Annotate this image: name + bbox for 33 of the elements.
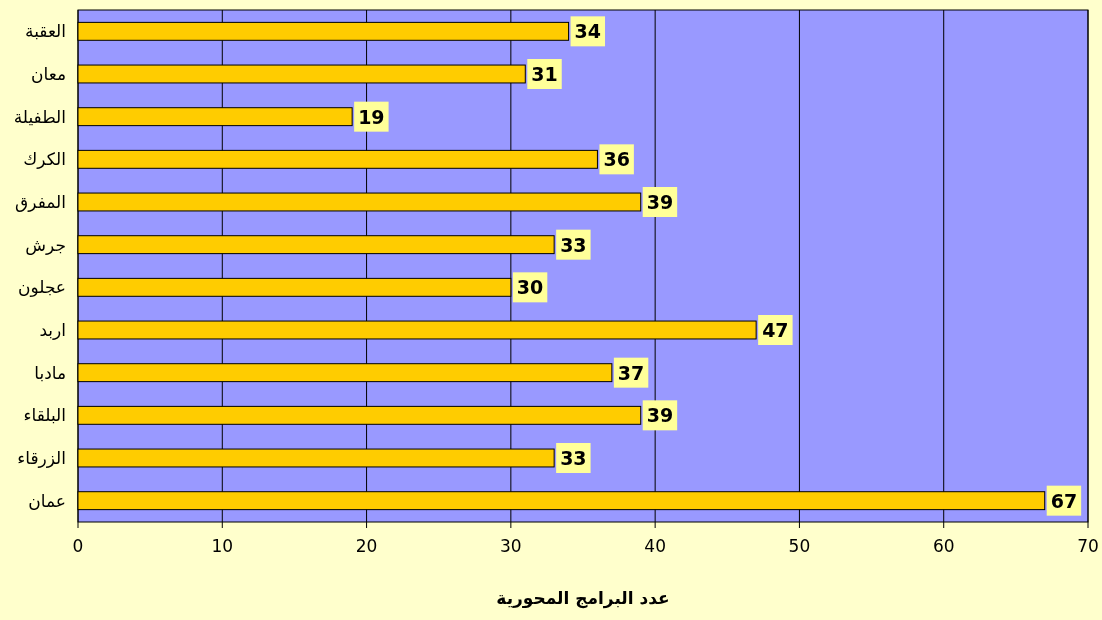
data-label: 39 bbox=[646, 191, 674, 213]
y-tick-label: الزرقاء bbox=[17, 448, 66, 468]
y-tick-label: الكرك bbox=[23, 149, 66, 170]
x-tick-label: 30 bbox=[500, 536, 522, 556]
x-axis-title: عدد البرامج المحورية bbox=[496, 588, 670, 609]
data-label: 33 bbox=[560, 233, 587, 256]
data-label: 39 bbox=[646, 404, 674, 427]
data-label: 47 bbox=[762, 319, 789, 341]
data-label: 19 bbox=[358, 105, 385, 128]
data-label: 37 bbox=[617, 361, 645, 384]
x-tick-label: 10 bbox=[211, 536, 234, 556]
y-tick-label: اربد bbox=[39, 320, 66, 340]
y-tick-label: عمان bbox=[28, 490, 66, 511]
data-label: 31 bbox=[531, 63, 558, 85]
x-tick-label: 70 bbox=[1077, 536, 1099, 556]
y-tick-label: جرش bbox=[25, 234, 66, 255]
y-tick-label: المفرق bbox=[15, 192, 66, 212]
x-tick-label: 50 bbox=[788, 536, 811, 556]
data-label: 36 bbox=[603, 148, 630, 171]
x-tick-label: 40 bbox=[644, 536, 666, 556]
x-tick-label: 20 bbox=[355, 536, 378, 556]
y-tick-label: مادبا bbox=[34, 362, 66, 383]
y-tick-label: عجلون bbox=[17, 277, 66, 298]
data-label: 34 bbox=[574, 20, 602, 43]
y-tick-label: العقبة bbox=[25, 21, 66, 42]
x-tick-label: 0 bbox=[72, 536, 84, 556]
y-tick-label: الطفيلة bbox=[13, 106, 66, 127]
y-tick-label: البلقاء bbox=[23, 405, 66, 426]
data-label: 30 bbox=[516, 276, 544, 299]
y-tick-label: معان bbox=[31, 64, 66, 84]
x-tick-label: 60 bbox=[932, 536, 955, 556]
data-label: 67 bbox=[1050, 489, 1078, 512]
data-label: 33 bbox=[560, 447, 587, 469]
